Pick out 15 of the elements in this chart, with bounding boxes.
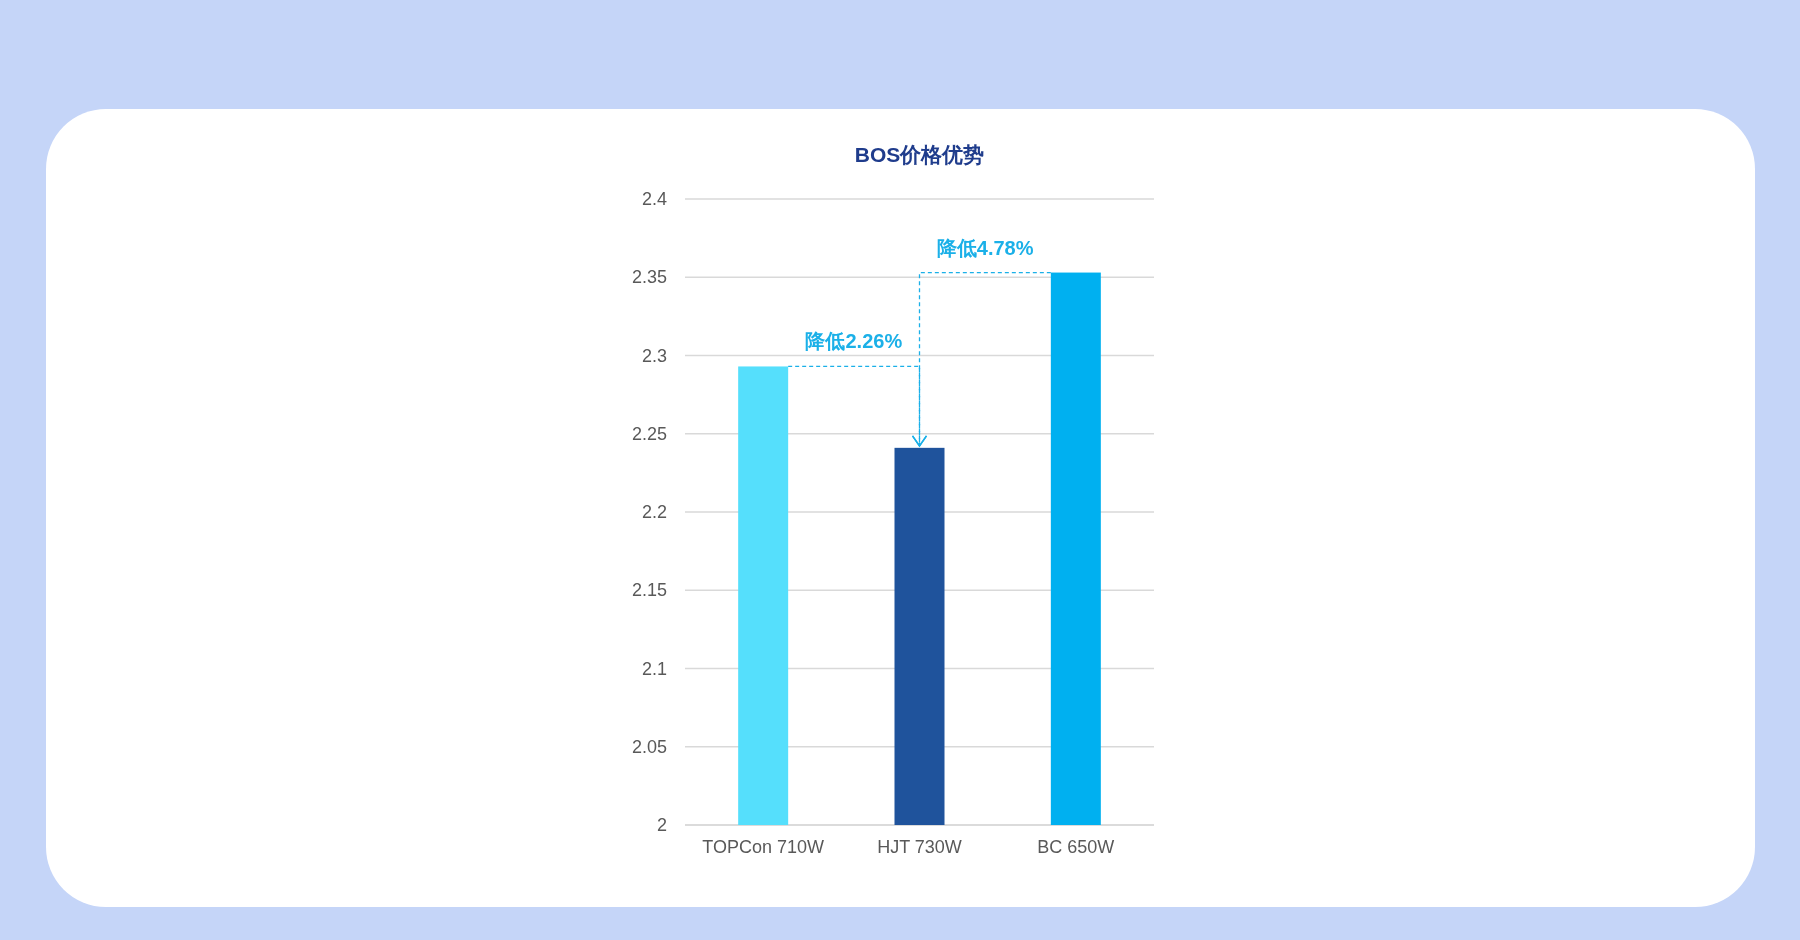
y-tick-label: 2.05 [631, 736, 667, 757]
annotation: 降低2.26% [805, 330, 903, 353]
x-tick-label: HJT 730W [877, 837, 962, 857]
y-tick-label: 2.25 [631, 423, 667, 444]
y-tick-label: 2.4 [641, 189, 667, 209]
y-tick-label: 2.1 [641, 658, 667, 679]
x-tick-label: BC 650W [1037, 837, 1115, 857]
y-tick-label: 2.15 [631, 580, 667, 601]
y-tick-label: 2.3 [641, 345, 667, 366]
y-tick-label: 2 [656, 815, 667, 835]
x-tick-label: TOPCon 710W [702, 837, 825, 857]
y-tick-label: 2.2 [641, 502, 667, 522]
annotation: 降低4.78% [936, 236, 1034, 259]
chart-title: BOS价格优势 [854, 143, 985, 166]
y-tick-label: 2.35 [631, 267, 667, 288]
